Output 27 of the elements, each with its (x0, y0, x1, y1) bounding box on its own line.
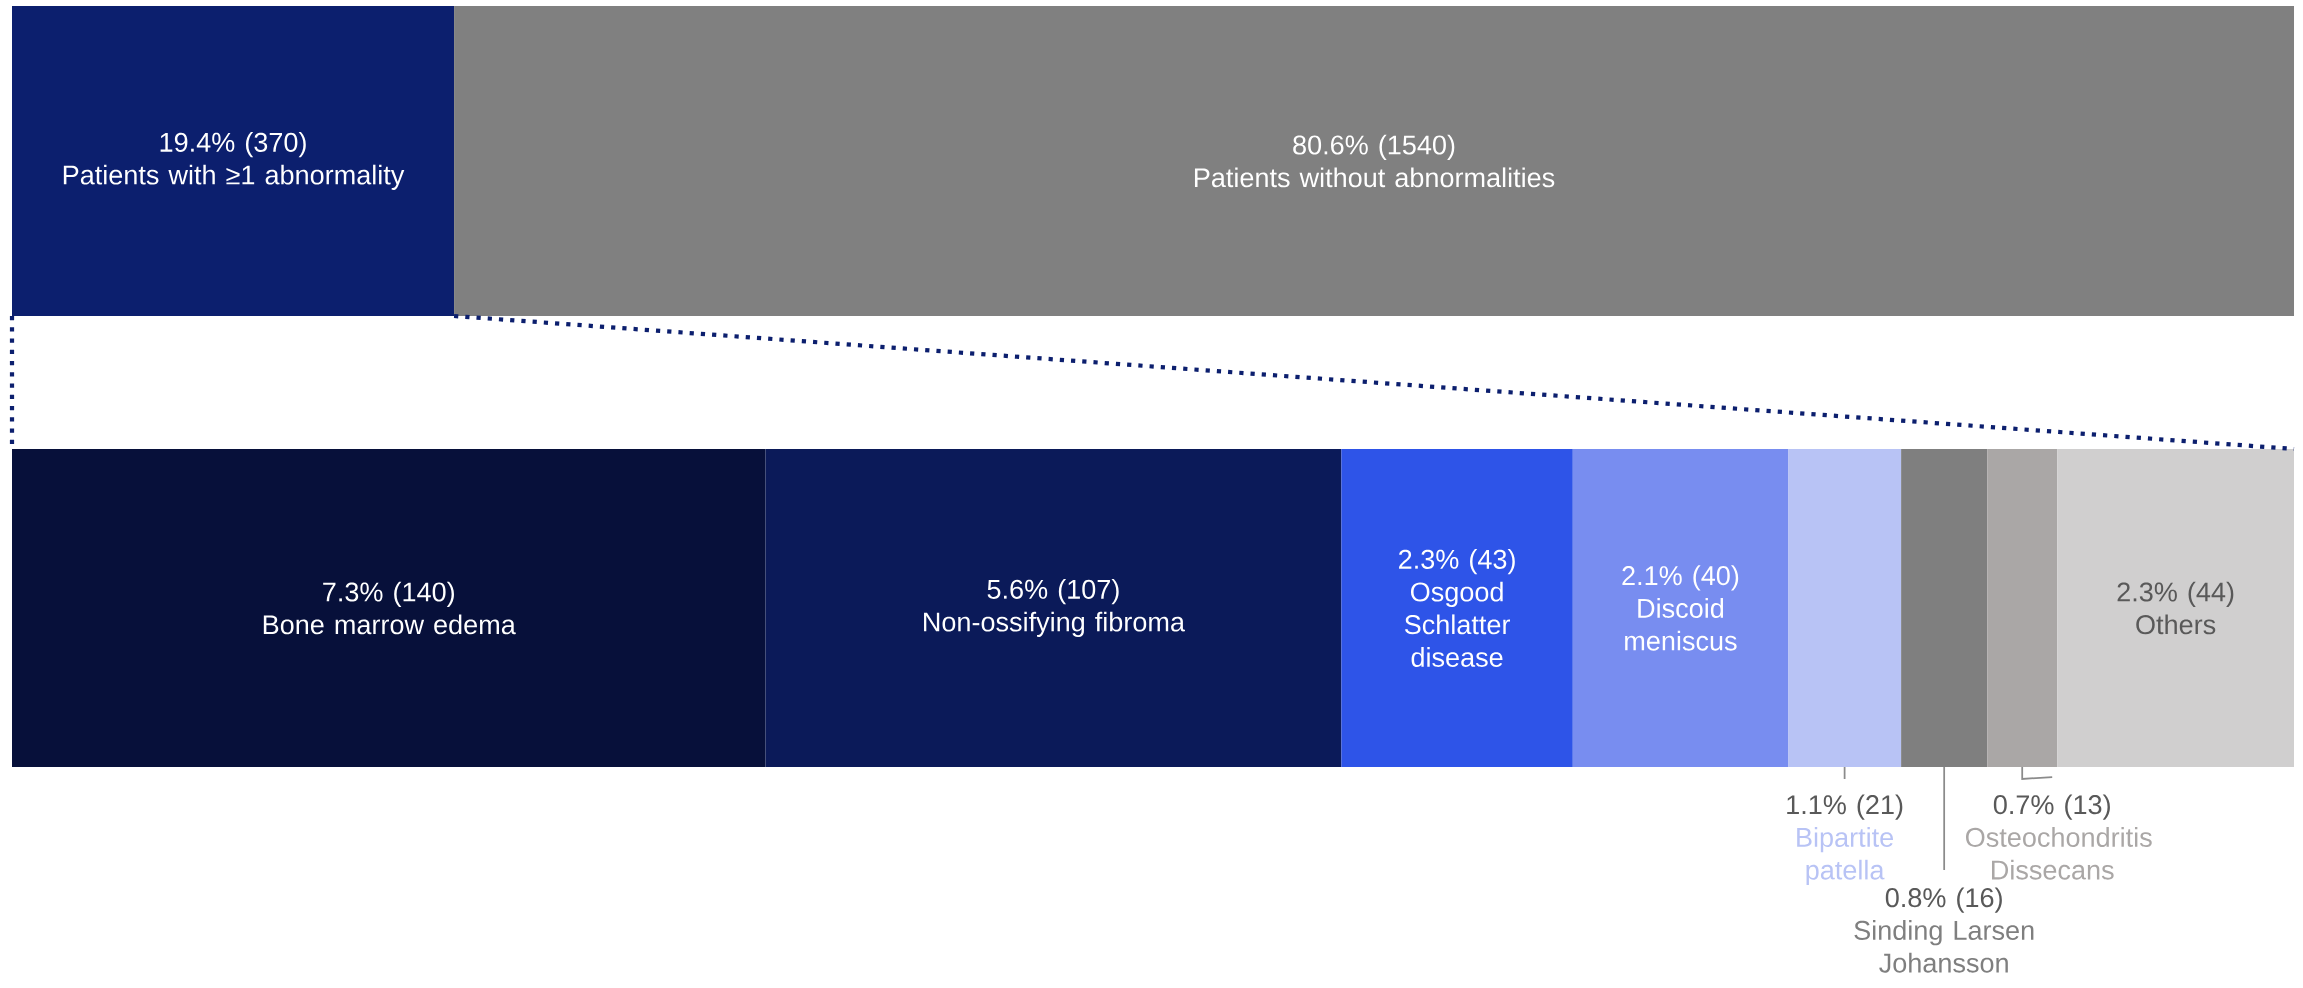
data-label: 19.4% (370) (160, 132, 306, 158)
series-label: Osgood Schlatter disease (1404, 581, 1511, 667)
data-label: 2.3% (44) (2117, 581, 2234, 607)
series-label: Non-ossifying fibroma (924, 611, 1185, 637)
data-label: 7.3% (140) (323, 581, 454, 607)
data-label: 2.3% (43) (1399, 549, 1515, 575)
data-label: 5.6% (107) (987, 579, 1119, 605)
series-label: Bone marrow edema (263, 614, 516, 635)
data-label: 0.7% (13) (1993, 794, 2110, 820)
bar (765, 448, 1342, 767)
series-label: Others (2136, 614, 2216, 635)
series-label: Patients without abnormalities (1194, 167, 1555, 188)
bar (1987, 448, 2058, 767)
bar (1572, 448, 1789, 767)
series-label: Patients with ≥1 abnormality (63, 164, 405, 190)
text: Sinding Larsen Johansson (1854, 920, 2034, 973)
data-label: 80.6% (1540) (1293, 134, 1455, 160)
series-label: Discoid meniscus (1625, 598, 1737, 651)
bar (2057, 448, 2295, 767)
text: Osteochondritis Dissecans (1965, 827, 2152, 880)
bar (1341, 448, 1573, 767)
text: Bipartite patella (1797, 827, 1894, 886)
bar (1788, 448, 1902, 767)
data-label: 1.1% (21) (1787, 794, 1903, 820)
data-label: 0.8% (16) (1885, 887, 2002, 913)
data-label: 2.1% (40) (1622, 565, 1739, 591)
bar (12, 448, 766, 767)
